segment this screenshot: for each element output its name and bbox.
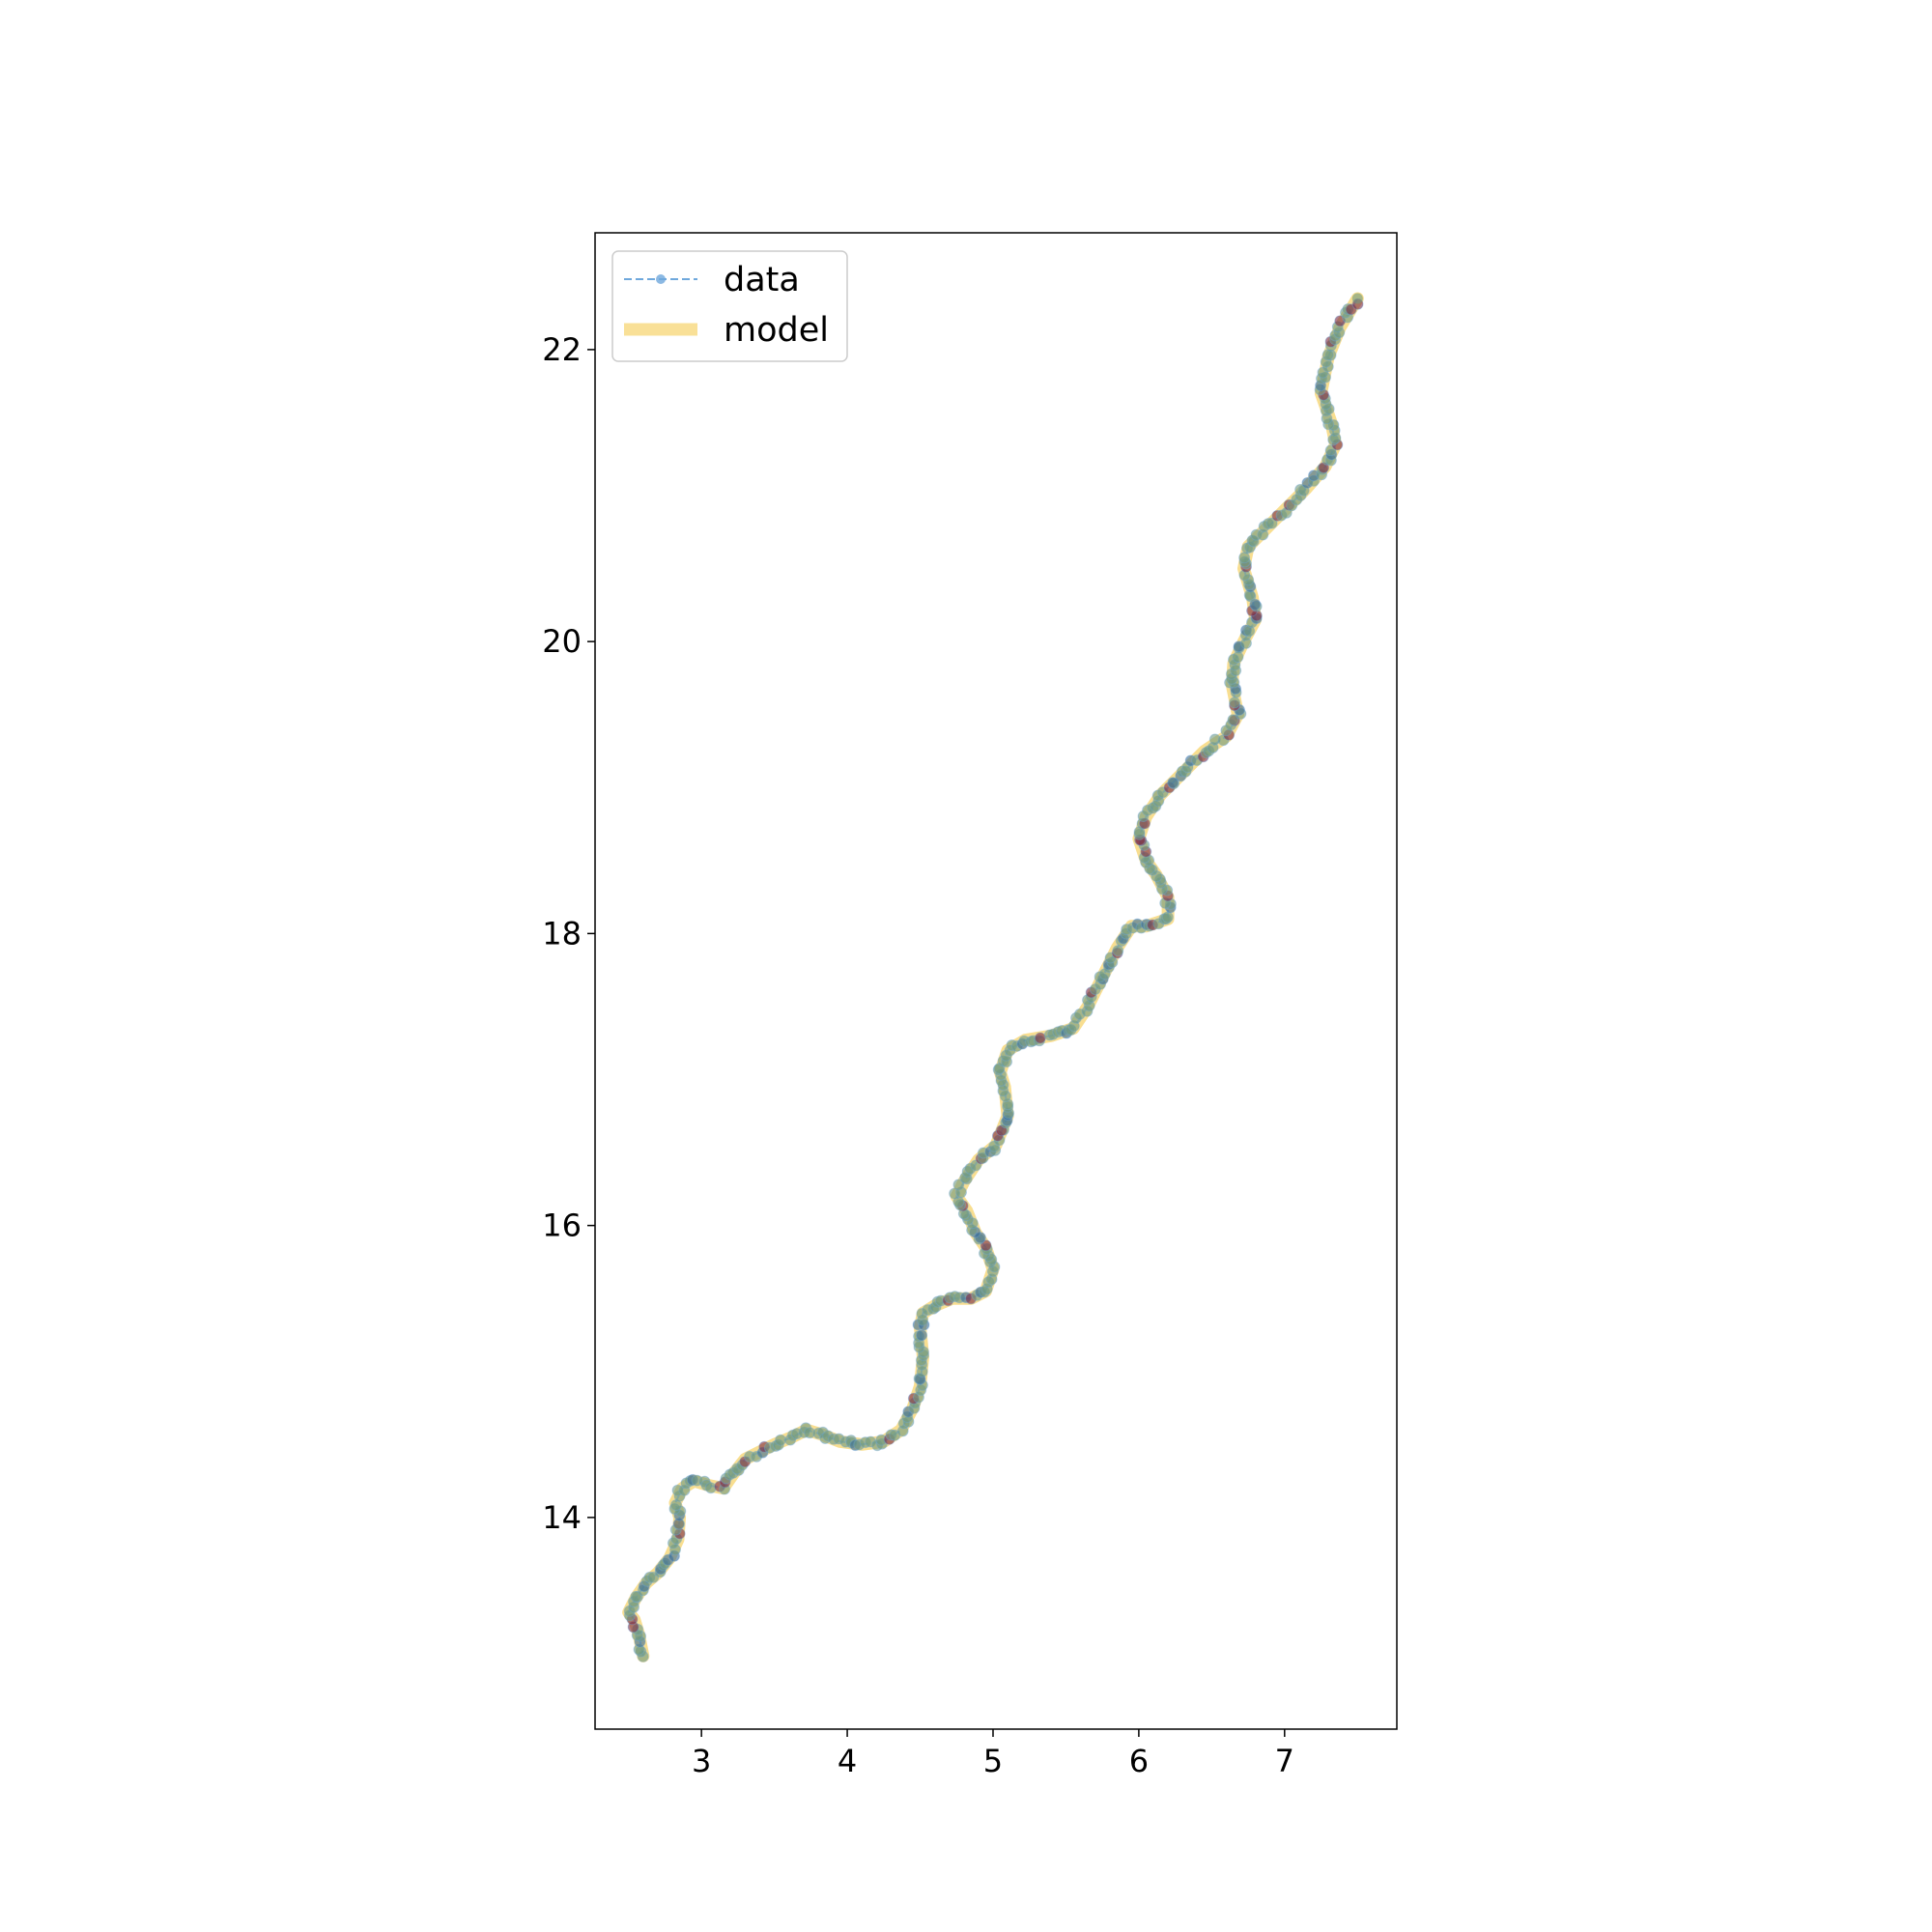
x-tick-label: 6 <box>1129 1743 1149 1779</box>
x-tick-label: 7 <box>1275 1743 1294 1779</box>
legend-data-label: data <box>724 261 800 299</box>
data-point <box>1112 945 1124 957</box>
data-point <box>1229 696 1241 709</box>
data-point <box>1249 598 1262 611</box>
x-tick-label: 4 <box>838 1743 857 1779</box>
data-point <box>630 1590 642 1603</box>
legend: data model <box>611 250 848 362</box>
data-point <box>1238 552 1251 564</box>
data-point <box>1161 911 1174 923</box>
data-point <box>1227 714 1239 726</box>
data-point <box>952 1179 965 1191</box>
x-axis: 3 4 5 6 7 <box>692 1729 1294 1779</box>
y-tick-label: 14 <box>542 1499 582 1536</box>
legend-data-marker <box>656 274 666 284</box>
data-point <box>980 1239 992 1252</box>
data-point <box>1034 1032 1046 1044</box>
y-axis: 14 16 18 20 22 <box>542 331 595 1536</box>
data-point <box>916 1329 928 1342</box>
data-point <box>1265 517 1278 529</box>
x-tick-label: 3 <box>692 1743 711 1779</box>
data-point <box>775 1434 786 1446</box>
data-point <box>1351 293 1363 304</box>
y-tick-label: 22 <box>542 331 582 368</box>
y-tick-label: 20 <box>542 623 582 660</box>
data-series <box>623 293 1364 1662</box>
plot-area <box>622 292 1364 1662</box>
legend-model-label: model <box>724 311 829 350</box>
y-tick-label: 16 <box>542 1208 582 1244</box>
data-point <box>1167 777 1179 789</box>
y-tick-label: 18 <box>542 915 582 952</box>
x-tick-label: 5 <box>983 1743 1003 1779</box>
axes-frame <box>594 232 1398 1730</box>
